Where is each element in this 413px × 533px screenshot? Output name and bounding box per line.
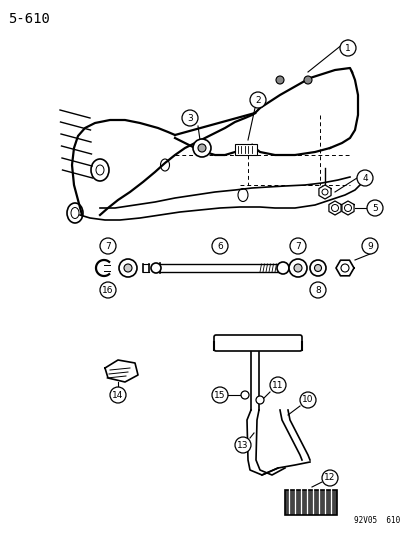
- Text: 10: 10: [301, 395, 313, 405]
- Circle shape: [269, 377, 285, 393]
- Circle shape: [303, 76, 311, 84]
- Circle shape: [339, 40, 355, 56]
- Circle shape: [366, 200, 382, 216]
- Circle shape: [275, 76, 283, 84]
- Circle shape: [309, 282, 325, 298]
- Text: 14: 14: [112, 391, 123, 400]
- Text: 3: 3: [187, 114, 192, 123]
- Text: 7: 7: [105, 241, 111, 251]
- Text: 13: 13: [237, 440, 248, 449]
- Circle shape: [235, 437, 250, 453]
- Circle shape: [110, 387, 126, 403]
- Circle shape: [100, 282, 116, 298]
- Circle shape: [249, 92, 266, 108]
- Text: 12: 12: [323, 473, 335, 482]
- Text: 15: 15: [214, 391, 225, 400]
- Polygon shape: [328, 201, 340, 215]
- Text: 92V05  610: 92V05 610: [353, 516, 399, 525]
- Circle shape: [211, 387, 228, 403]
- Circle shape: [192, 139, 211, 157]
- Text: 9: 9: [366, 241, 372, 251]
- Circle shape: [124, 264, 132, 272]
- FancyBboxPatch shape: [214, 335, 301, 351]
- FancyBboxPatch shape: [284, 490, 336, 515]
- Text: 8: 8: [314, 286, 320, 295]
- Text: 16: 16: [102, 286, 114, 295]
- Text: 11: 11: [272, 381, 283, 390]
- Text: 5-610: 5-610: [8, 12, 50, 26]
- Polygon shape: [318, 185, 330, 199]
- Circle shape: [289, 238, 305, 254]
- Polygon shape: [335, 260, 353, 276]
- Polygon shape: [341, 201, 353, 215]
- Circle shape: [182, 110, 197, 126]
- Circle shape: [288, 259, 306, 277]
- Circle shape: [361, 238, 377, 254]
- Circle shape: [197, 144, 206, 152]
- Text: 1: 1: [344, 44, 350, 52]
- Circle shape: [151, 263, 161, 273]
- Circle shape: [321, 470, 337, 486]
- Circle shape: [119, 259, 137, 277]
- Circle shape: [356, 170, 372, 186]
- Circle shape: [100, 238, 116, 254]
- Text: 7: 7: [294, 241, 300, 251]
- Circle shape: [314, 264, 321, 271]
- Circle shape: [309, 260, 325, 276]
- FancyBboxPatch shape: [235, 144, 256, 155]
- Text: 6: 6: [216, 241, 222, 251]
- Circle shape: [299, 392, 315, 408]
- Circle shape: [240, 391, 248, 399]
- Polygon shape: [105, 360, 138, 382]
- Text: 4: 4: [361, 174, 367, 182]
- Circle shape: [211, 238, 228, 254]
- Text: 2: 2: [254, 95, 260, 104]
- Text: 5: 5: [371, 204, 377, 213]
- Circle shape: [276, 262, 288, 274]
- Circle shape: [255, 396, 263, 404]
- Circle shape: [293, 264, 301, 272]
